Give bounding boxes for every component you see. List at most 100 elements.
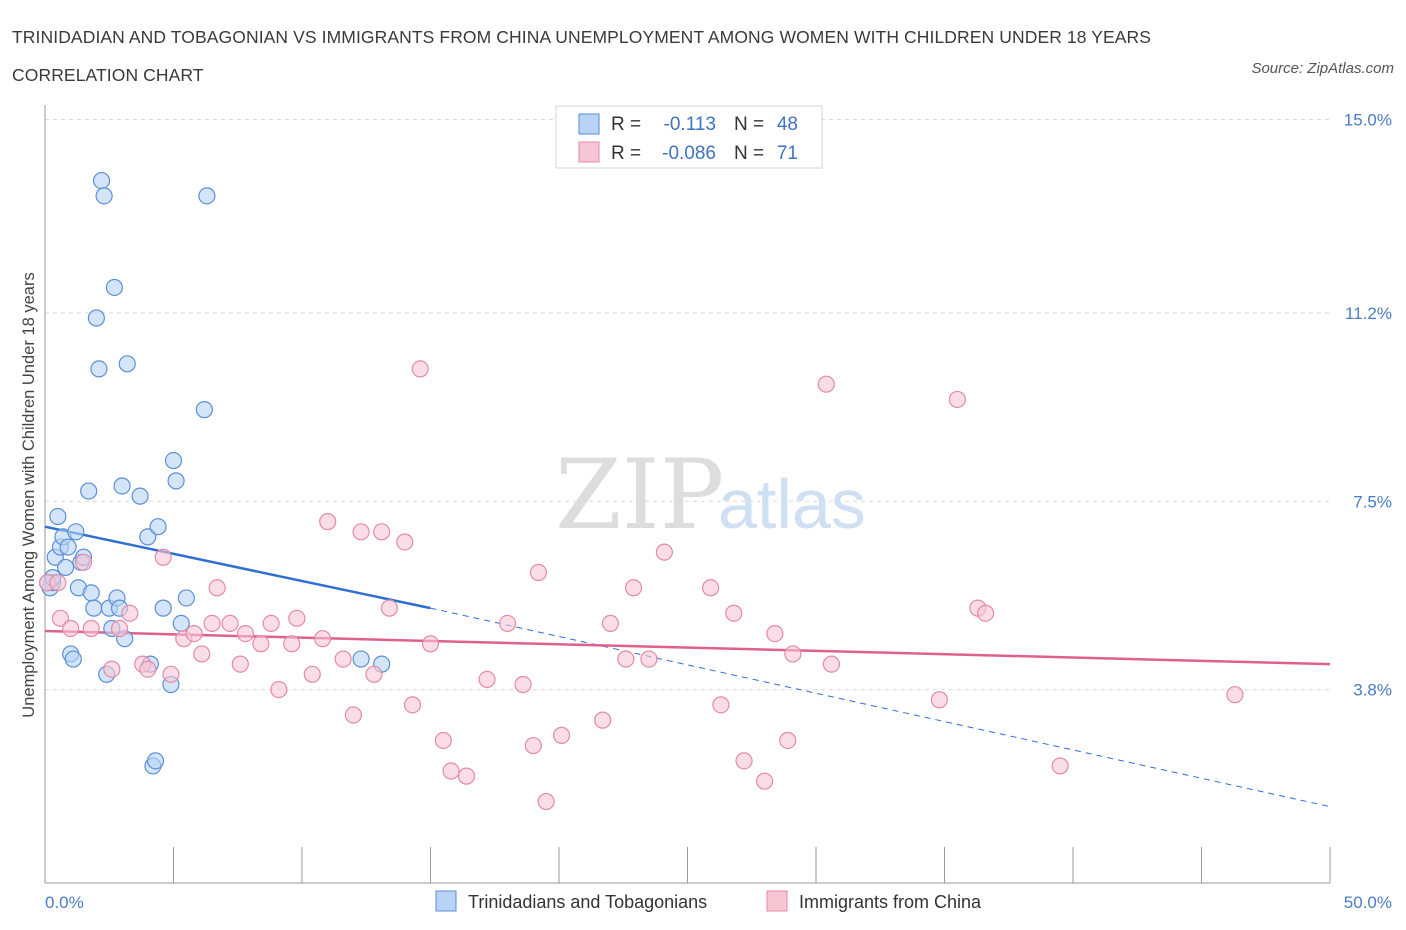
series1-point-44 — [352, 650, 370, 668]
series2-point-60 — [766, 624, 784, 643]
series2-point-22 — [262, 614, 280, 633]
series2-point-62 — [784, 645, 802, 663]
series2-point-66 — [948, 390, 966, 409]
series2-point-58 — [735, 752, 753, 770]
series2-point-38 — [421, 635, 440, 653]
data-points — [38, 171, 1244, 811]
series2-point-34 — [380, 599, 398, 617]
legend-swatch-series2 — [578, 141, 600, 163]
series2-point-19 — [231, 655, 249, 673]
series2-point-61 — [779, 731, 797, 750]
series2-point-2 — [51, 609, 70, 627]
series1-point-39 — [167, 472, 185, 490]
series2-point-65 — [930, 691, 948, 709]
series1-point-24 — [105, 278, 123, 297]
series2-point-6 — [103, 660, 121, 678]
series2-point-35 — [396, 533, 414, 551]
trend-line-series1 — [44, 525, 431, 610]
trend-line-series1-extension — [430, 607, 1331, 808]
series1-point-15 — [82, 584, 100, 602]
x-tick-label-0: 0.0% — [45, 893, 84, 912]
series2-point-51 — [617, 650, 635, 668]
legend-n-label-2: N = — [734, 143, 764, 164]
series1-point-36 — [154, 599, 172, 617]
series1-point-20 — [95, 187, 113, 205]
y-axis-label: Unemployment Among Women with Children U… — [20, 272, 38, 717]
series2-point-69 — [1051, 757, 1069, 775]
series1-point-42 — [195, 401, 213, 419]
legend-n-value-1: 48 — [777, 114, 798, 135]
y-tick-labels: 3.8% 7.5% 11.2% 15.0% — [1344, 111, 1392, 700]
series-legend-swatch-1 — [435, 890, 457, 912]
series2-point-20 — [236, 624, 255, 643]
series2-point-12 — [162, 665, 180, 683]
series1-point-31 — [139, 528, 157, 546]
series2-point-39 — [434, 731, 452, 750]
series2-point-45 — [524, 736, 542, 755]
series2-point-57 — [725, 604, 743, 622]
series2-point-56 — [712, 696, 730, 714]
series1-point-16 — [85, 599, 103, 617]
series2-point-26 — [303, 665, 321, 683]
y-tick-label-3: 15.0% — [1344, 111, 1392, 130]
series2-point-49 — [594, 711, 612, 729]
series2-point-28 — [319, 513, 337, 531]
series1-point-38 — [164, 451, 183, 470]
series2-point-1 — [49, 574, 67, 592]
series1-point-27 — [113, 477, 131, 495]
watermark-atlas: atlas — [718, 465, 866, 543]
series2-point-59 — [755, 772, 774, 790]
series2-point-52 — [624, 579, 643, 597]
series2-point-11 — [154, 548, 172, 566]
series2-point-33 — [373, 523, 391, 541]
series1-point-7 — [59, 538, 77, 556]
series1-point-34 — [146, 752, 165, 770]
series2-point-4 — [74, 553, 93, 571]
series2-point-23 — [270, 680, 288, 699]
y-tick-label-2: 11.2% — [1345, 304, 1392, 323]
series2-point-25 — [288, 609, 306, 627]
series1-point-41 — [177, 589, 195, 607]
series2-point-18 — [221, 614, 239, 633]
grid-lines — [45, 119, 1330, 691]
series2-point-47 — [537, 792, 555, 811]
chart-title: TRINIDADIAN AND TOBAGONIAN VS IMMIGRANTS… — [12, 27, 1152, 85]
series1-point-29 — [118, 355, 136, 373]
series2-point-63 — [817, 375, 835, 393]
legend-r-label-1: R = — [611, 114, 641, 135]
series2-point-15 — [193, 645, 211, 663]
legend-swatch-series1 — [578, 113, 600, 135]
series2-point-31 — [352, 523, 370, 541]
series2-point-3 — [62, 619, 80, 638]
y-tick-label-0: 3.8% — [1353, 681, 1392, 700]
series2-point-14 — [185, 624, 203, 643]
series2-point-29 — [334, 650, 352, 668]
legend-r-value-1: -0.113 — [664, 114, 716, 135]
series2-point-8 — [121, 604, 139, 622]
source-label: Source: ZipAtlas.com — [1251, 60, 1394, 77]
legend-r-label-2: R = — [611, 143, 641, 164]
series1-point-10 — [67, 523, 85, 541]
series2-point-7 — [110, 619, 129, 638]
series2-point-53 — [640, 650, 658, 668]
y-tick-label-1: 7.5% — [1353, 492, 1392, 511]
series-legend-swatch-2 — [766, 890, 788, 912]
series2-point-41 — [457, 767, 476, 785]
legend-n-value-2: 71 — [777, 143, 798, 164]
series2-point-30 — [344, 706, 362, 724]
series2-point-70 — [1226, 686, 1244, 704]
legend-box: R = -0.113 N = 48 R = -0.086 N = 71 — [555, 105, 823, 169]
x-tick-label-1: 50.0% — [1344, 893, 1392, 912]
series2-point-21 — [252, 635, 270, 653]
series2-point-16 — [203, 614, 221, 633]
series2-point-40 — [442, 762, 460, 780]
series2-point-48 — [552, 726, 571, 744]
series2-point-64 — [822, 655, 841, 673]
series2-point-5 — [82, 619, 100, 638]
series2-point-55 — [702, 579, 720, 597]
legend-r-value-2: -0.086 — [662, 143, 716, 164]
series2-point-17 — [208, 579, 226, 597]
series2-point-42 — [478, 670, 496, 689]
series2-point-46 — [529, 563, 548, 582]
series2-point-10 — [139, 660, 157, 678]
